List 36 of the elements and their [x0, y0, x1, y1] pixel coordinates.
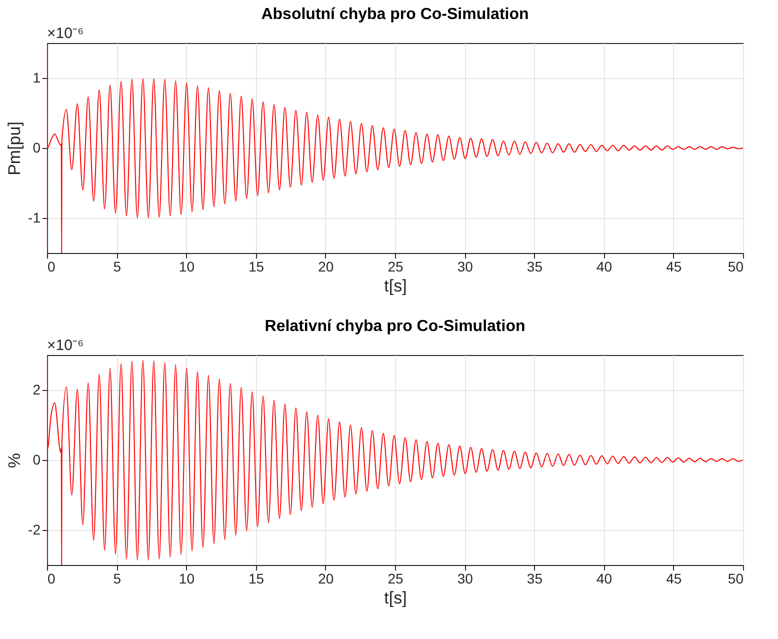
y-tick-label: 0 — [32, 452, 41, 468]
x-tick-label: 30 — [457, 258, 474, 274]
x-tick-label: 40 — [596, 570, 612, 586]
y-tick-label: 0 — [32, 140, 41, 156]
chart-title: Relativní chyba pro Co-Simulation — [264, 318, 526, 335]
x-tick-label: 5 — [113, 258, 122, 274]
x-tick-label: 45 — [666, 258, 682, 274]
x-tick-label: 40 — [596, 258, 612, 274]
y-tick-label: 1 — [32, 70, 41, 86]
x-axis-title: t[s] — [384, 276, 407, 296]
text: ×10⁻⁶ — [47, 25, 84, 42]
x-tick-label: 35 — [526, 258, 543, 274]
x-tick-label: 45 — [666, 570, 682, 586]
y-tick-label: -1 — [28, 210, 41, 226]
x-tick-label: 35 — [526, 570, 543, 586]
x-tick-label: 5 — [113, 570, 122, 586]
x-tick-label: 20 — [318, 258, 334, 274]
x-tick-label: 20 — [318, 570, 334, 586]
y-tick-label: 2 — [32, 382, 41, 398]
y-tick-label: -2 — [28, 522, 41, 538]
x-tick-label: 0 — [48, 258, 56, 274]
x-tick-label: 15 — [248, 570, 264, 586]
y-axis-title: % — [5, 452, 24, 468]
x-tick-label: 15 — [248, 258, 264, 274]
x-axis-title: t[s] — [384, 588, 407, 608]
y-axis-title: Pm[pu] — [5, 122, 24, 176]
text: ×10⁻⁶ — [47, 337, 84, 354]
chart-title: Absolutní chyba pro Co-Simulation — [261, 6, 529, 23]
x-tick-label: 30 — [457, 570, 474, 586]
x-tick-label: 50 — [728, 570, 744, 586]
x-tick-label: 10 — [178, 570, 195, 586]
x-tick-label: 50 — [728, 258, 744, 274]
x-tick-label: 10 — [178, 258, 195, 274]
x-tick-label: 25 — [388, 570, 404, 586]
x-tick-label: 0 — [48, 570, 56, 586]
x-tick-label: 25 — [388, 258, 404, 274]
